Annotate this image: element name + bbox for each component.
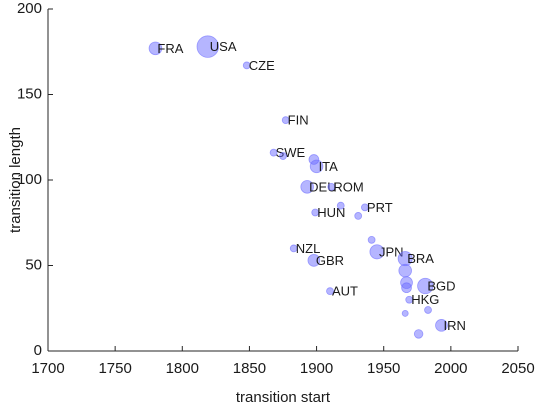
point <box>242 61 251 70</box>
point <box>361 203 369 212</box>
point <box>309 159 324 174</box>
x-tick-label: 1750 <box>98 360 131 377</box>
point <box>398 263 412 278</box>
x-tick-label: 2000 <box>434 360 467 377</box>
point <box>405 295 414 304</box>
point-label: DEU <box>309 179 336 194</box>
point <box>369 244 385 260</box>
point-label: PRT <box>367 200 393 215</box>
point <box>327 182 336 191</box>
y-axis-label: transition length <box>7 127 24 233</box>
x-tick-label: 1800 <box>166 360 199 377</box>
point <box>326 287 334 296</box>
x-tick-label: 1850 <box>233 360 266 377</box>
x-tick-label: 1950 <box>367 360 400 377</box>
point-label: GBR <box>316 253 344 268</box>
point <box>311 208 320 217</box>
y-tick-label: 0 <box>34 342 42 359</box>
point <box>300 180 314 194</box>
point-label: BGD <box>427 278 455 293</box>
point-label: FIN <box>288 113 309 128</box>
y-tick-label: 50 <box>25 256 42 273</box>
point <box>148 41 163 56</box>
point <box>401 309 409 317</box>
x-axis-label: transition start <box>236 389 331 406</box>
point <box>289 244 298 253</box>
point-label: FRA <box>157 41 183 56</box>
point <box>367 235 376 244</box>
point-label: ITA <box>319 159 339 174</box>
point-label: HKG <box>411 292 439 307</box>
x-tick-label: 1900 <box>300 360 333 377</box>
point-label: BRA <box>407 251 434 266</box>
point-label: NZL <box>296 241 321 256</box>
point <box>196 35 219 58</box>
point-label: IRN <box>443 318 465 333</box>
y-tick-label: 100 <box>17 171 42 188</box>
point-label: ROM <box>333 179 363 194</box>
x-tick-label: 2050 <box>501 360 534 377</box>
point-label: USA <box>210 39 237 54</box>
x-tick-label: 1700 <box>31 360 64 377</box>
point-label: CZE <box>249 58 275 73</box>
point <box>435 319 448 332</box>
point <box>413 329 424 339</box>
point <box>424 306 432 314</box>
point <box>307 254 321 267</box>
point <box>281 116 290 125</box>
point <box>269 148 278 157</box>
point <box>417 277 434 295</box>
point <box>336 201 345 210</box>
point <box>279 152 287 160</box>
y-tick-label: 150 <box>17 85 42 102</box>
y-tick-label: 200 <box>17 0 42 17</box>
point-label: AUT <box>332 284 358 299</box>
point-label: JPN <box>379 244 404 259</box>
point <box>354 212 363 220</box>
point <box>401 282 412 294</box>
